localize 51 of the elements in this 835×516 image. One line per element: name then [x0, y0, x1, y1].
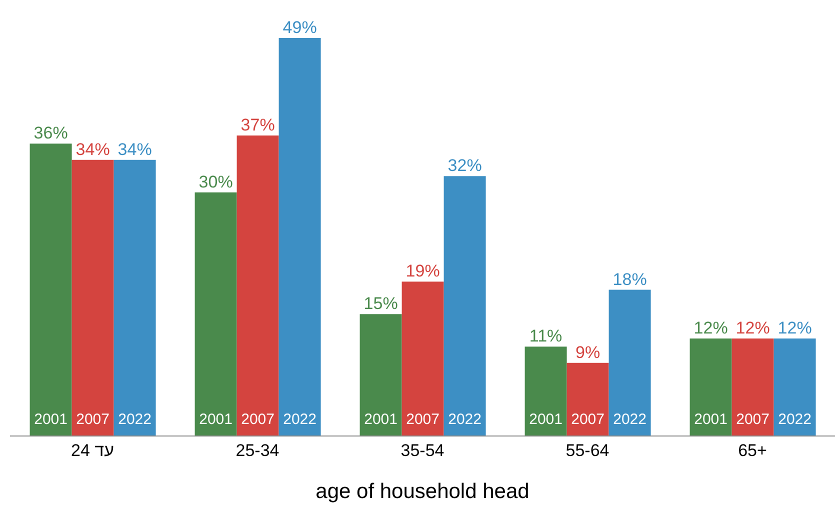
text: 2001	[694, 411, 728, 428]
data-label: 19%	[406, 262, 440, 281]
text: 2001	[364, 411, 398, 428]
x-tick-label: 25-34	[236, 441, 280, 460]
data-label: 34%	[76, 140, 110, 159]
x-tick-label: 35-54	[400, 441, 444, 460]
series-label: 2007	[76, 411, 110, 428]
text: 2022	[283, 411, 316, 428]
x-axis-title: age of household head	[316, 480, 530, 503]
text: 2007	[571, 411, 604, 428]
data-label: 49%	[282, 18, 317, 37]
bar	[732, 338, 774, 436]
bar	[690, 338, 732, 436]
data-label: 30%	[198, 172, 233, 192]
data-label: 18%	[612, 270, 647, 289]
data-label: 36%	[34, 124, 68, 143]
x-tick-label: 65+	[738, 441, 767, 460]
series-label: 2022	[118, 411, 152, 428]
data-label: 11%	[529, 326, 562, 346]
text: 2007	[406, 411, 440, 428]
x-tick-label: 55-64	[566, 441, 610, 460]
data-label: 37%	[240, 115, 275, 134]
bar	[236, 135, 279, 436]
bar	[566, 362, 609, 436]
bar	[72, 160, 114, 436]
x-tick-label: עד 24	[71, 441, 114, 460]
bar	[444, 176, 486, 436]
data-label: 34%	[118, 140, 152, 159]
text: 2007	[241, 411, 274, 428]
bar	[30, 144, 72, 436]
data-label: 12%	[694, 318, 728, 338]
bar	[608, 290, 651, 436]
series-label: 2001	[34, 411, 68, 428]
bar	[524, 346, 567, 436]
bar	[402, 282, 444, 436]
text: 2022	[778, 411, 812, 428]
text: 2022	[613, 411, 646, 428]
text: 2001	[529, 411, 562, 428]
text: 2022	[448, 411, 482, 428]
data-label: 32%	[448, 156, 482, 176]
text: 2001	[199, 411, 232, 428]
bar	[278, 38, 321, 436]
bar	[360, 314, 402, 436]
bar	[194, 192, 237, 436]
data-label: 12%	[736, 318, 770, 338]
data-label: 12%	[778, 318, 812, 338]
text: 2007	[736, 411, 770, 428]
data-label: 15%	[364, 294, 398, 314]
bar	[114, 160, 156, 436]
bar	[774, 338, 816, 436]
data-label: 9%	[576, 342, 600, 362]
